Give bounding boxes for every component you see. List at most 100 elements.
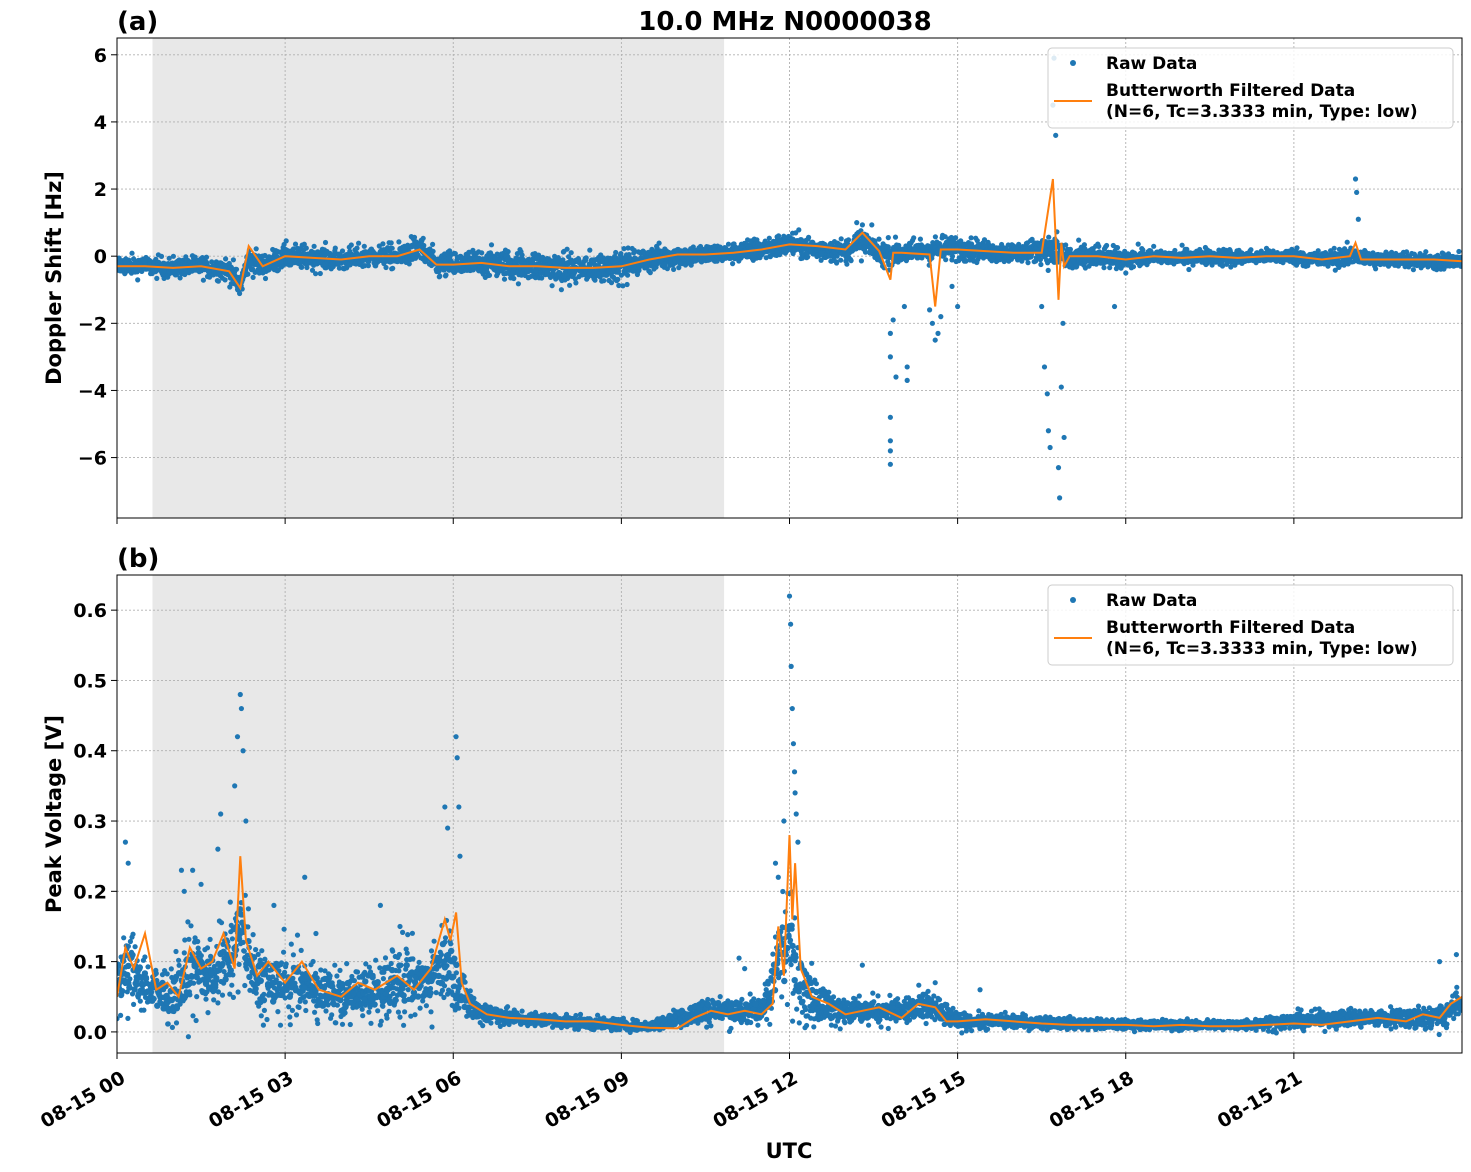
raw-data-point bbox=[250, 274, 256, 280]
raw-data-point bbox=[568, 250, 574, 256]
raw-data-point bbox=[416, 959, 422, 966]
raw-data-point bbox=[625, 245, 631, 251]
raw-data-point bbox=[437, 273, 443, 279]
raw-data-point bbox=[613, 249, 619, 256]
raw-data-point bbox=[981, 237, 988, 243]
raw-data-point bbox=[911, 235, 917, 241]
raw-data-point bbox=[961, 241, 968, 248]
raw-data-outlier bbox=[1057, 495, 1063, 501]
raw-data-outlier bbox=[949, 283, 955, 289]
raw-data-point bbox=[182, 937, 188, 943]
raw-data-point bbox=[944, 238, 951, 246]
raw-data-point bbox=[885, 235, 891, 241]
raw-data-point bbox=[1331, 245, 1337, 251]
raw-data-outlier bbox=[1354, 189, 1360, 196]
raw-data-point bbox=[177, 275, 183, 281]
raw-data-point bbox=[258, 1013, 264, 1019]
raw-data-outlier bbox=[887, 438, 893, 444]
raw-data-point bbox=[796, 227, 802, 233]
raw-data-point bbox=[443, 272, 449, 278]
raw-data-point bbox=[185, 919, 191, 925]
raw-data-point bbox=[131, 1001, 137, 1008]
raw-data-point bbox=[1037, 257, 1043, 263]
raw-data-point bbox=[290, 952, 296, 958]
raw-data-point bbox=[1046, 240, 1053, 248]
raw-data-point bbox=[176, 962, 182, 968]
raw-data-point bbox=[595, 271, 603, 278]
raw-data-point bbox=[164, 971, 170, 977]
raw-data-point bbox=[859, 222, 866, 228]
raw-data-point bbox=[380, 976, 386, 982]
raw-data-point bbox=[354, 969, 361, 975]
raw-data-point bbox=[511, 275, 517, 282]
raw-data-point bbox=[730, 261, 736, 267]
raw-data-point bbox=[322, 239, 329, 246]
y-tick-label: 2 bbox=[94, 179, 107, 201]
raw-data-point bbox=[159, 972, 166, 978]
raw-data-point bbox=[1063, 242, 1069, 248]
raw-data-point bbox=[190, 1013, 196, 1019]
raw-data-outlier bbox=[1058, 384, 1064, 390]
raw-data-point bbox=[298, 947, 304, 954]
raw-data-point bbox=[247, 260, 254, 268]
raw-data-point bbox=[383, 264, 389, 271]
raw-data-point bbox=[445, 991, 451, 997]
raw-data-point bbox=[332, 962, 338, 968]
raw-data-point bbox=[170, 253, 176, 259]
raw-data-point bbox=[439, 987, 445, 994]
raw-data-point bbox=[141, 1007, 147, 1013]
raw-data-point bbox=[271, 264, 278, 271]
raw-data-point bbox=[229, 936, 235, 942]
raw-data-point bbox=[310, 958, 316, 965]
raw-data-point bbox=[327, 973, 333, 979]
raw-data-point bbox=[608, 280, 615, 286]
raw-data-point bbox=[315, 1020, 321, 1027]
raw-data-outlier bbox=[1111, 303, 1118, 310]
raw-data-point bbox=[420, 235, 426, 241]
raw-data-point bbox=[168, 966, 174, 972]
raw-data-point bbox=[368, 1020, 374, 1026]
raw-data-point bbox=[215, 1000, 221, 1006]
raw-data-point bbox=[221, 969, 227, 975]
raw-data-point bbox=[155, 259, 162, 267]
raw-data-point bbox=[1151, 243, 1157, 249]
raw-data-point bbox=[1184, 246, 1190, 252]
raw-data-point bbox=[647, 270, 653, 276]
raw-data-point bbox=[504, 255, 512, 263]
raw-data-point bbox=[789, 236, 796, 243]
raw-data-point bbox=[442, 935, 449, 941]
raw-data-point bbox=[1417, 251, 1423, 257]
raw-data-point bbox=[948, 234, 955, 241]
legend-label-raw: Raw Data bbox=[1106, 54, 1197, 74]
raw-data-point bbox=[253, 947, 259, 953]
raw-data-point bbox=[125, 1015, 131, 1022]
raw-data-point bbox=[337, 967, 343, 974]
raw-data-point bbox=[423, 1003, 429, 1009]
raw-data-point bbox=[1081, 242, 1087, 248]
raw-data-point bbox=[1095, 249, 1103, 257]
raw-data-point bbox=[311, 998, 317, 1004]
raw-data-point bbox=[1423, 249, 1429, 255]
raw-data-outlier bbox=[929, 320, 936, 326]
raw-data-point bbox=[953, 235, 959, 241]
raw-data-point bbox=[461, 973, 467, 980]
raw-data-point bbox=[312, 1009, 318, 1015]
raw-data-point bbox=[409, 930, 415, 936]
raw-data-point bbox=[1072, 263, 1080, 270]
raw-data-point bbox=[390, 990, 396, 997]
raw-data-point bbox=[573, 280, 579, 286]
raw-data-point bbox=[204, 945, 211, 951]
raw-data-point bbox=[259, 948, 265, 954]
raw-data-point bbox=[242, 982, 248, 989]
raw-data-point bbox=[405, 987, 411, 993]
raw-data-point bbox=[583, 255, 589, 261]
raw-data-point bbox=[192, 935, 198, 941]
raw-data-point bbox=[1186, 266, 1192, 273]
raw-data-point bbox=[544, 269, 551, 276]
y-tick-label: 0 bbox=[94, 246, 107, 268]
raw-data-point bbox=[188, 923, 194, 929]
raw-data-point bbox=[292, 241, 299, 247]
raw-data-point bbox=[1020, 246, 1027, 253]
raw-data-point bbox=[472, 256, 480, 263]
raw-data-point bbox=[289, 1007, 295, 1014]
